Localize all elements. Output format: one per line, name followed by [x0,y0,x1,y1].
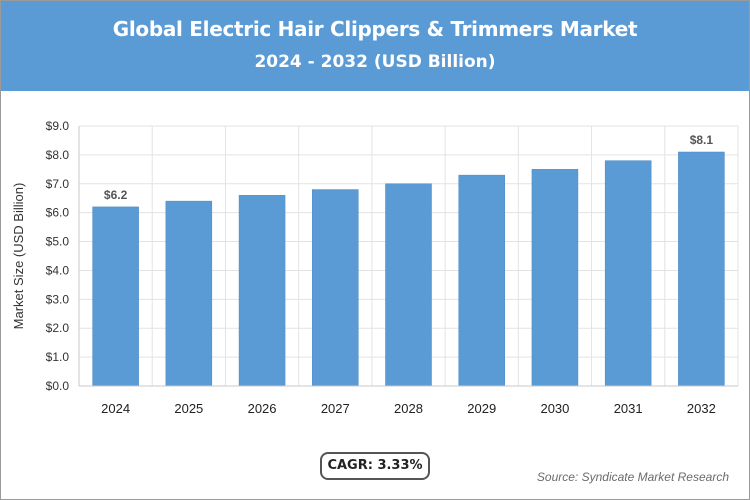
chart-title: Global Electric Hair Clippers & Trimmers… [112,17,638,41]
chart-header: Global Electric Hair Clippers & Trimmers… [1,1,749,91]
bar [165,200,213,387]
x-tick-label: 2025 [174,401,203,416]
y-tick-label: $6.0 [46,206,70,220]
x-tick-label: 2027 [321,401,350,416]
y-tick-label: $4.0 [46,263,70,277]
y-tick-label: $3.0 [46,292,70,306]
bar [531,169,579,387]
bar [458,174,505,387]
bar [385,183,432,387]
y-tick-label: $7.0 [46,177,70,191]
bar [92,206,139,387]
bars [92,151,725,387]
labels: $0.0 $1.0 $2.0 $3.0 $4.0 $5.0 $6.0 $7.0 $8.0 $9.0… [11,119,716,416]
x-tick-label: 2032 [687,401,716,416]
x-tick-label: 2024 [101,401,130,416]
bar [312,189,359,387]
y-tick-label: $8.0 [46,148,70,162]
data-label: $8.1 [690,133,714,147]
x-tick-label: 2026 [248,401,277,416]
cagr-badge: CAGR: 3.33% [320,452,430,480]
y-tick-label: $2.0 [46,321,70,335]
x-tick-label: 2028 [394,401,423,416]
bar [238,195,286,387]
data-label: $6.2 [104,188,128,202]
bar [678,151,725,387]
source-note: Source: Syndicate Market Research [536,470,729,484]
x-tick-label: 2029 [467,401,496,416]
y-tick-label: $5.0 [46,235,70,249]
y-tick-label: $1.0 [46,350,70,364]
chart-subtitle: 2024 - 2032 (USD Billion) [254,52,496,72]
y-tick-label: $9.0 [46,119,70,133]
axes [78,126,738,387]
y-tick-label: $0.0 [46,379,70,393]
x-tick-label: 2031 [614,401,643,416]
bar [604,160,652,387]
y-axis-title: Market Size (USD Billion) [11,183,26,330]
x-tick-label: 2030 [540,401,569,416]
